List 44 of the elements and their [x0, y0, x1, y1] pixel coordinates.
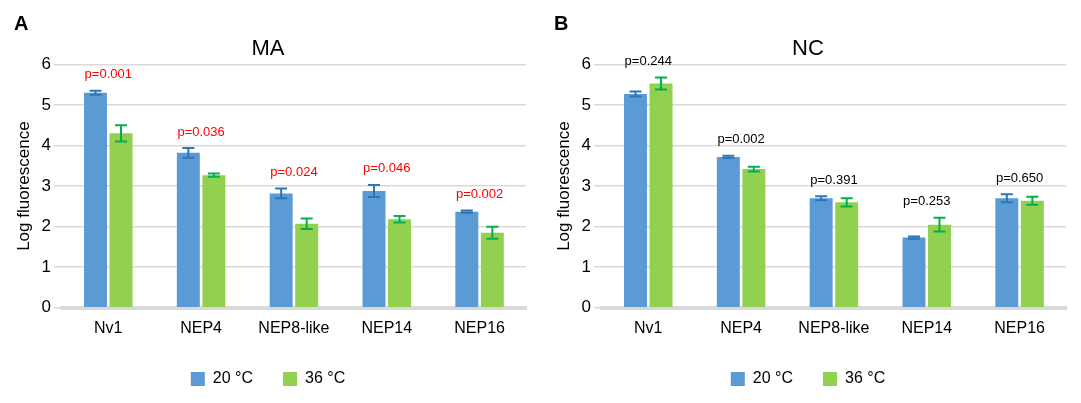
x-tick-label: Nv1: [634, 318, 663, 336]
y-tick-label: 0: [581, 297, 591, 317]
y-tick-label: 1: [581, 256, 591, 276]
x-tick-label: NEP4: [720, 318, 763, 336]
y-tick-label: 3: [41, 175, 51, 195]
y-tick-label: 3: [581, 175, 591, 195]
legend-label: 20 °C: [752, 369, 794, 387]
x-tick-label: NEP16: [454, 318, 506, 336]
legend-label: 36 °C: [305, 369, 346, 387]
y-tick-label: 6: [581, 54, 591, 74]
y-tick-label: 5: [41, 94, 51, 114]
y-tick-label: 1: [41, 256, 51, 276]
y-tick-label: 4: [41, 135, 51, 155]
y-tick-label: 2: [581, 216, 591, 236]
annotation: p=0.244: [624, 52, 672, 68]
x-tick-label: Nv1: [94, 318, 123, 336]
annotation: p=0.024: [270, 164, 318, 180]
legend-label: 20 °C: [212, 369, 254, 387]
annotation: p=0.391: [810, 171, 858, 187]
annotation: p=0.036: [177, 123, 225, 139]
x-tick-label: NEP4: [180, 318, 223, 336]
x-tick-label: NEP14: [361, 318, 413, 336]
y-tick-label: 6: [41, 54, 51, 74]
y-tick-label: 5: [581, 94, 591, 114]
annotation: p=0.253: [903, 193, 951, 209]
x-tick-label: NEP8-like: [798, 318, 870, 336]
annotation: p=0.001: [84, 66, 132, 82]
annotation: p=0.002: [455, 186, 504, 202]
annotation: p=0.650: [995, 169, 1044, 185]
x-tick-label: NEP14: [901, 318, 953, 336]
y-axis-title: Log fluorescence: [553, 121, 573, 251]
y-tick-label: 0: [41, 297, 51, 317]
legend-label: 36 °C: [845, 369, 886, 387]
annotation: p=0.002: [717, 131, 765, 147]
x-tick-label: NEP16: [994, 318, 1046, 336]
chart-title: MA: [251, 35, 285, 61]
annotation: p=0.046: [363, 160, 411, 176]
chart-title: NC: [792, 35, 824, 61]
text: B: [554, 12, 569, 35]
y-tick-label: 4: [581, 135, 591, 155]
y-axis-title: Log fluorescence: [13, 121, 33, 251]
y-tick-label: 2: [41, 216, 51, 236]
text: A: [14, 12, 29, 35]
x-tick-label: NEP8-like: [258, 318, 330, 336]
